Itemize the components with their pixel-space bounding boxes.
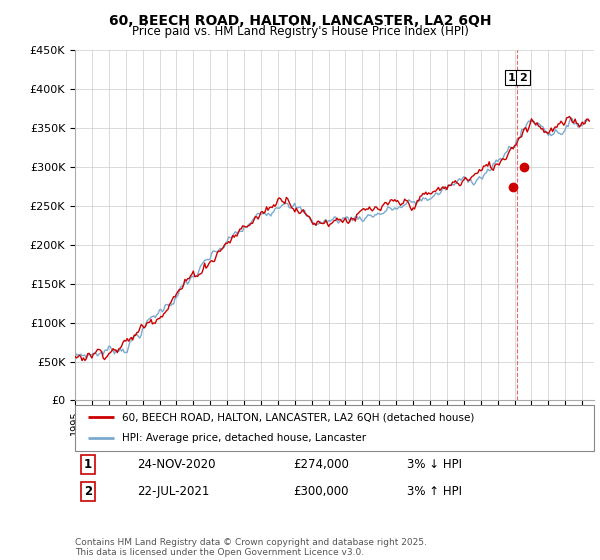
FancyBboxPatch shape — [75, 405, 594, 451]
Text: 3% ↓ HPI: 3% ↓ HPI — [407, 458, 462, 472]
Text: 2: 2 — [519, 73, 527, 83]
Text: 60, BEECH ROAD, HALTON, LANCASTER, LA2 6QH: 60, BEECH ROAD, HALTON, LANCASTER, LA2 6… — [109, 14, 491, 28]
Text: 24-NOV-2020: 24-NOV-2020 — [137, 458, 216, 472]
Text: £300,000: £300,000 — [293, 485, 349, 498]
Text: 60, BEECH ROAD, HALTON, LANCASTER, LA2 6QH (detached house): 60, BEECH ROAD, HALTON, LANCASTER, LA2 6… — [122, 412, 474, 422]
Text: 3% ↑ HPI: 3% ↑ HPI — [407, 485, 462, 498]
Text: £274,000: £274,000 — [293, 458, 349, 472]
Text: HPI: Average price, detached house, Lancaster: HPI: Average price, detached house, Lanc… — [122, 433, 366, 444]
Text: 2: 2 — [84, 485, 92, 498]
Text: 22-JUL-2021: 22-JUL-2021 — [137, 485, 209, 498]
Text: 1: 1 — [508, 73, 516, 83]
Text: 1: 1 — [84, 458, 92, 472]
Text: Contains HM Land Registry data © Crown copyright and database right 2025.
This d: Contains HM Land Registry data © Crown c… — [75, 538, 427, 557]
Text: Price paid vs. HM Land Registry's House Price Index (HPI): Price paid vs. HM Land Registry's House … — [131, 25, 469, 38]
